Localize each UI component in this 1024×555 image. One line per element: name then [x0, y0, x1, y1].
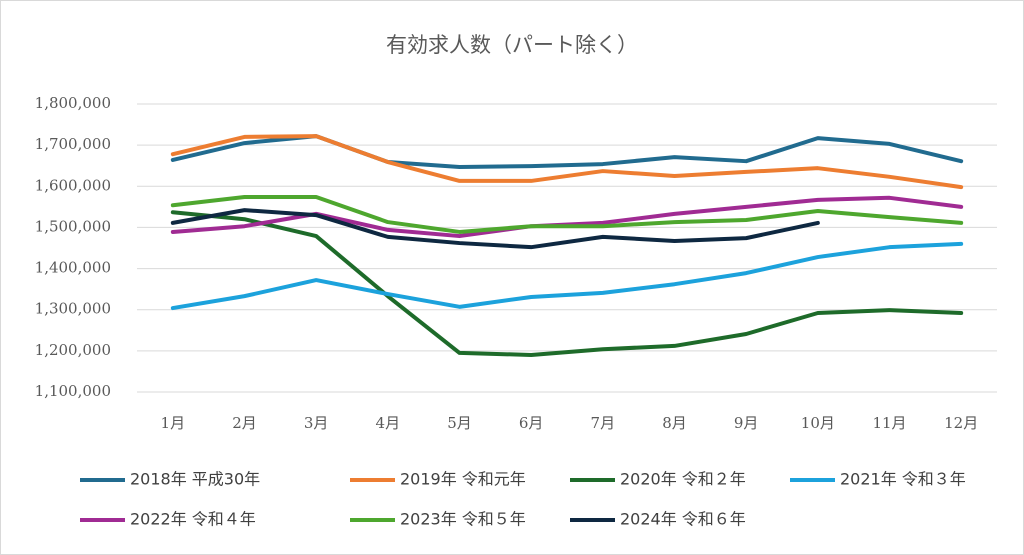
x-tick-label: 5月 — [447, 414, 472, 432]
x-tick-label: 9月 — [734, 414, 759, 432]
series-line — [170, 210, 964, 357]
x-tick-label: 6月 — [519, 414, 544, 432]
x-tick-label: 7月 — [591, 414, 616, 432]
y-tick-label: 1,600,000 — [35, 176, 111, 194]
x-tick-label: 4月 — [376, 414, 401, 432]
y-tick-label: 1,100,000 — [35, 382, 111, 400]
y-tick-label: 1,800,000 — [35, 94, 111, 112]
y-tick-label: 1,700,000 — [35, 135, 111, 153]
legend-label: 2019年 令和元年 — [400, 470, 526, 489]
legend-label: 2022年 令和４年 — [130, 510, 256, 529]
y-tick-label: 1,500,000 — [35, 217, 111, 235]
y-tick-label: 1,300,000 — [35, 300, 111, 318]
series-line — [170, 241, 964, 311]
legend-label: 2021年 令和３年 — [840, 470, 966, 489]
series-line — [170, 134, 964, 190]
legend-label: 2018年 平成30年 — [130, 470, 260, 489]
series-line — [170, 194, 964, 234]
x-tick-label: 11月 — [872, 414, 906, 432]
x-tick-label: 8月 — [662, 414, 687, 432]
chart-title: 有効求人数（パート除く） — [386, 33, 638, 57]
y-tick-label: 1,400,000 — [35, 259, 111, 277]
legend-label: 2023年 令和５年 — [400, 510, 526, 529]
y-tick-label: 1,200,000 — [35, 341, 111, 359]
x-tick-label: 2月 — [232, 414, 257, 432]
x-tick-label: 10月 — [801, 414, 835, 432]
legend-label: 2024年 令和６年 — [620, 510, 746, 529]
x-tick-label: 12月 — [944, 414, 978, 432]
x-tick-label: 3月 — [304, 414, 329, 432]
x-tick-label: 1月 — [161, 414, 186, 432]
legend-label: 2020年 令和２年 — [620, 470, 746, 489]
series-line — [170, 208, 820, 250]
